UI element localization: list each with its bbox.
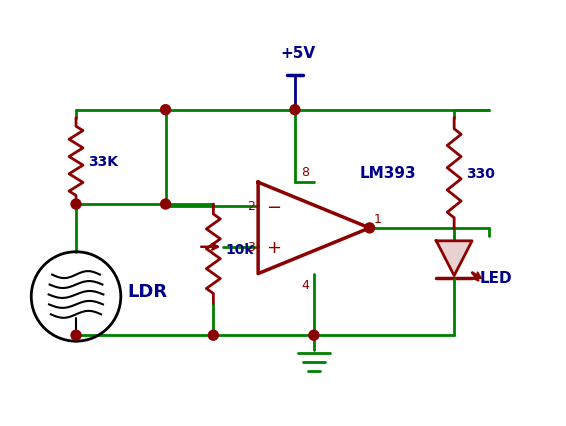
Circle shape — [208, 331, 218, 340]
Text: +5V: +5V — [280, 46, 315, 61]
Text: 2: 2 — [247, 199, 255, 212]
Text: 3: 3 — [247, 241, 255, 253]
Circle shape — [161, 106, 170, 115]
Text: +: + — [266, 238, 281, 256]
Text: LED: LED — [480, 271, 513, 285]
Circle shape — [290, 106, 300, 115]
Text: 4: 4 — [301, 278, 309, 291]
Circle shape — [71, 331, 81, 340]
Circle shape — [71, 200, 81, 210]
Text: 1: 1 — [374, 213, 381, 225]
Text: LM393: LM393 — [359, 166, 416, 181]
Circle shape — [309, 331, 319, 340]
Text: 33K: 33K — [88, 155, 118, 168]
Text: −: − — [266, 199, 281, 216]
Text: 10k: 10k — [225, 242, 254, 256]
Circle shape — [365, 223, 375, 233]
Polygon shape — [436, 241, 472, 276]
Text: 8: 8 — [301, 166, 309, 179]
Text: LDR: LDR — [128, 283, 168, 301]
Text: 330: 330 — [466, 167, 495, 181]
Circle shape — [161, 200, 170, 210]
